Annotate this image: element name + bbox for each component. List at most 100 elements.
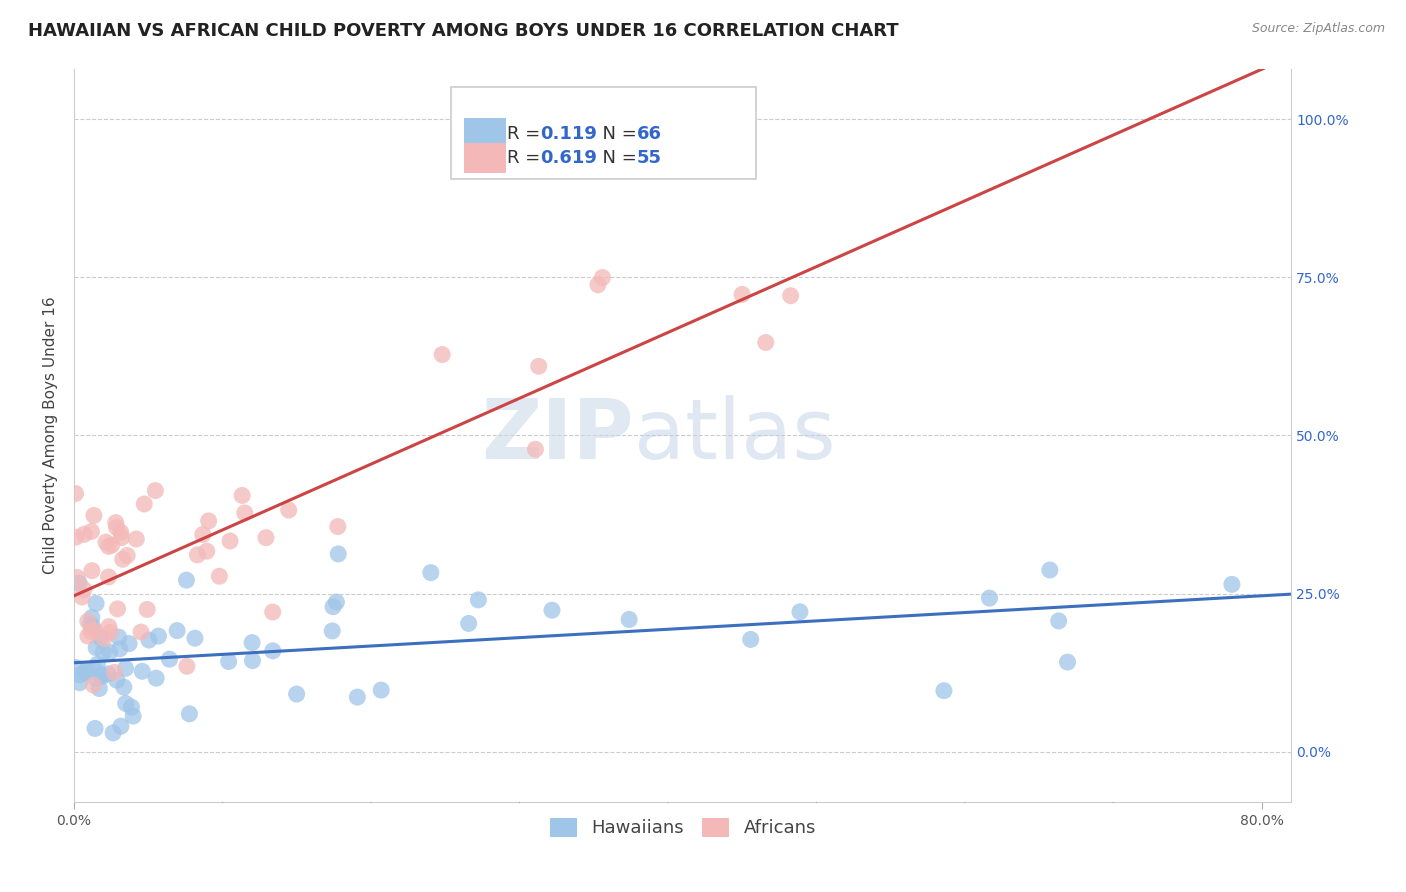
Point (65, 530, 87, 544)
Point (110, 719, 132, 733)
Legend: Hawaiians, Africans: Hawaiians, Africans (543, 811, 823, 845)
Point (86, 657, 108, 672)
Point (97, 667, 120, 681)
Point (105, 673, 128, 688)
Point (103, 665, 125, 680)
Point (432, 347, 454, 361)
Point (277, 503, 299, 517)
Point (467, 593, 489, 607)
Point (527, 359, 550, 374)
Point (932, 683, 955, 698)
Point (112, 680, 135, 694)
Point (80, 624, 103, 639)
FancyBboxPatch shape (464, 143, 506, 173)
Point (94, 535, 117, 549)
Point (82, 620, 104, 634)
Point (176, 659, 198, 673)
Point (191, 527, 214, 541)
Point (979, 591, 1001, 606)
Point (240, 635, 263, 649)
Point (541, 603, 564, 617)
Point (1039, 563, 1062, 577)
Point (731, 287, 754, 301)
FancyBboxPatch shape (464, 119, 506, 149)
Point (105, 520, 128, 534)
Point (91, 645, 114, 659)
Point (262, 644, 284, 658)
Point (1056, 655, 1078, 669)
Point (789, 605, 811, 619)
Point (1047, 614, 1070, 628)
Point (73, 665, 96, 680)
Point (89, 681, 111, 696)
Point (84, 722, 107, 736)
Point (118, 637, 141, 651)
Point (145, 483, 167, 498)
Point (73, 527, 96, 541)
Point (166, 624, 188, 638)
Point (321, 624, 343, 638)
Point (148, 629, 170, 643)
Point (184, 631, 207, 645)
Point (111, 552, 134, 566)
Text: R =: R = (508, 125, 547, 143)
Point (1220, 577, 1243, 591)
Point (114, 697, 136, 711)
Text: Source: ZipAtlas.com: Source: ZipAtlas.com (1251, 22, 1385, 36)
Point (70, 590, 93, 604)
Point (80, 524, 103, 539)
Point (197, 514, 219, 528)
Point (129, 625, 152, 640)
Point (186, 548, 208, 562)
Text: ZIP: ZIP (481, 395, 634, 476)
Point (101, 726, 124, 740)
Point (84, 597, 107, 611)
Point (328, 547, 350, 561)
Point (262, 605, 284, 619)
Point (66, 570, 89, 584)
Point (75, 664, 97, 678)
Text: HAWAIIAN VS AFRICAN CHILD POVERTY AMONG BOYS UNDER 16 CORRELATION CHART: HAWAIIAN VS AFRICAN CHILD POVERTY AMONG … (28, 22, 898, 40)
Point (176, 573, 198, 587)
Point (138, 633, 160, 648)
Point (76, 614, 98, 628)
Point (84, 640, 107, 655)
Point (524, 442, 547, 457)
Point (131, 665, 153, 679)
Point (90, 667, 112, 681)
Point (83, 508, 105, 523)
Point (84, 672, 107, 686)
Point (80, 564, 103, 578)
Point (122, 709, 145, 723)
Point (740, 632, 762, 647)
Point (370, 683, 392, 698)
Point (586, 277, 609, 292)
Point (69, 668, 91, 682)
Y-axis label: Child Poverty Among Boys Under 16: Child Poverty Among Boys Under 16 (44, 296, 58, 574)
Point (69, 675, 91, 690)
Point (134, 497, 156, 511)
Point (195, 544, 218, 558)
Point (107, 602, 129, 616)
Point (591, 270, 613, 285)
Point (617, 612, 640, 626)
Point (79, 617, 101, 632)
Point (108, 641, 131, 656)
Text: 55: 55 (637, 149, 661, 167)
Text: N =: N = (592, 149, 643, 167)
Point (90, 631, 112, 645)
Point (82, 678, 104, 692)
Point (121, 700, 143, 714)
Point (65, 486, 87, 500)
Point (107, 630, 129, 644)
Point (242, 654, 264, 668)
Point (100, 538, 122, 552)
Point (110, 525, 132, 540)
Point (219, 533, 242, 548)
Text: R =: R = (508, 149, 547, 167)
Point (179, 706, 201, 721)
Point (136, 602, 159, 616)
Point (419, 566, 441, 580)
Point (93, 632, 115, 646)
Point (65, 660, 87, 674)
